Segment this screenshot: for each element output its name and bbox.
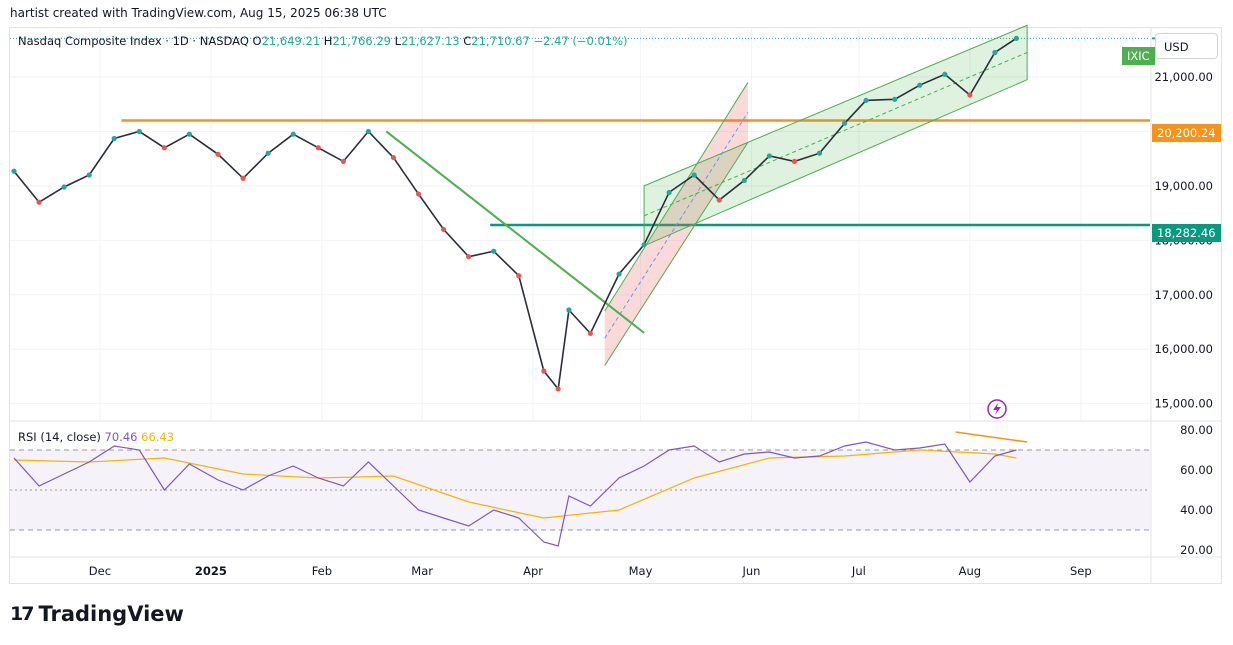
symbol-tag: IXIC xyxy=(1122,47,1155,65)
price-point xyxy=(415,191,422,197)
price-point xyxy=(491,248,497,254)
price-point xyxy=(290,131,296,137)
rsi-line xyxy=(13,441,1017,547)
price-point xyxy=(390,154,397,161)
rsi-ma-line xyxy=(13,449,1017,519)
price-point xyxy=(1013,35,1020,41)
time-tick-label: May xyxy=(629,564,653,578)
ohlc-legend: Nasdaq Composite Index · 1D · NASDAQ O21… xyxy=(18,34,628,48)
steep-channel-fill xyxy=(604,82,748,366)
rsi-ma-value: 66.43 xyxy=(141,430,175,444)
low-value: 21,627.13 xyxy=(401,34,460,48)
orange-level-label: 20,200.24 xyxy=(1152,124,1221,142)
steep-channel-mid xyxy=(604,112,749,339)
price-point xyxy=(892,96,898,102)
high-value: 21,766.29 xyxy=(332,34,391,48)
open-label: O xyxy=(252,34,262,48)
price-point xyxy=(61,184,67,190)
price-point xyxy=(240,175,246,181)
price-point xyxy=(566,307,572,313)
price-point xyxy=(161,145,167,151)
rsi-tick-label: 20.00 xyxy=(1180,543,1213,557)
price-point xyxy=(816,150,823,156)
green-level-label: 18,282.46 xyxy=(1152,224,1221,242)
close-label: C xyxy=(463,34,472,48)
price-point xyxy=(11,168,17,174)
price-point xyxy=(516,273,522,279)
price-point xyxy=(967,92,973,98)
price-point xyxy=(86,172,92,178)
rsi-value: 70.46 xyxy=(104,430,138,444)
downtrend-line xyxy=(385,130,645,334)
price-point xyxy=(365,128,372,135)
tradingview-logo-icon: 17 xyxy=(10,603,34,625)
time-tick-label: Feb xyxy=(312,564,332,578)
price-point xyxy=(741,177,747,184)
price-point xyxy=(466,254,472,260)
time-tick-label: Jun xyxy=(741,564,760,578)
rsi-tick-label: 80.00 xyxy=(1180,423,1213,437)
price-point xyxy=(441,226,447,233)
price-point xyxy=(691,172,697,178)
high-label: H xyxy=(323,34,333,48)
brand-text: TradingView xyxy=(38,602,184,626)
price-point xyxy=(587,330,593,337)
open-value: 21,649.21 xyxy=(261,34,321,48)
price-point xyxy=(791,158,798,164)
price-point xyxy=(186,131,193,137)
steep-channel-lower xyxy=(604,142,749,366)
price-tick-label: 19,000.00 xyxy=(1154,179,1213,193)
close-value: 21,710.67 xyxy=(471,34,530,48)
price-point xyxy=(863,97,869,104)
time-tick-label: Jul xyxy=(851,564,866,578)
low-label: L xyxy=(394,34,402,48)
time-tick-label: 2025 xyxy=(195,564,227,578)
rsi-legend: RSI (14, close) 70.46 66.43 xyxy=(18,430,174,444)
instrument-title: Nasdaq Composite Index · 1D · NASDAQ xyxy=(18,34,249,48)
time-tick-label: Mar xyxy=(411,564,433,578)
price-point xyxy=(841,120,848,126)
price-point xyxy=(36,199,42,205)
price-point xyxy=(616,271,622,277)
rsi-tick-label: 40.00 xyxy=(1180,503,1213,517)
price-point xyxy=(136,128,142,135)
price-point xyxy=(766,153,772,159)
price-point xyxy=(215,151,221,157)
price-point xyxy=(315,145,321,151)
chart-frame xyxy=(9,27,1222,584)
price-point xyxy=(555,386,561,392)
event-marker-icon xyxy=(987,399,1007,419)
price-point xyxy=(265,150,271,156)
price-point xyxy=(992,49,998,56)
price-line xyxy=(13,37,1017,391)
time-tick-label: Dec xyxy=(89,564,111,578)
time-tick-label: Sep xyxy=(1070,564,1092,578)
price-point xyxy=(917,82,923,88)
rsi-divergence-line xyxy=(955,431,1028,443)
price-point xyxy=(340,158,346,164)
price-point xyxy=(666,189,672,196)
change-value: −2.47 (−0.01%) xyxy=(533,34,628,48)
price-point xyxy=(111,135,117,142)
price-point xyxy=(942,71,948,77)
price-point xyxy=(541,368,547,374)
rsi-legend-name: RSI (14, close) xyxy=(18,430,101,444)
tradingview-logo[interactable]: 17 TradingView xyxy=(10,602,184,626)
price-point xyxy=(716,197,722,203)
price-tick-label: 17,000.00 xyxy=(1154,288,1213,302)
price-point xyxy=(641,242,647,248)
rsi-tick-label: 60.00 xyxy=(1180,463,1213,477)
steep-channel-upper xyxy=(604,82,749,312)
price-tick-label: 16,000.00 xyxy=(1154,342,1213,356)
price-tick-label: 15,000.00 xyxy=(1154,397,1213,411)
currency-button[interactable]: USD xyxy=(1155,33,1218,59)
price-tick-label: 21,000.00 xyxy=(1154,70,1213,84)
attribution-text: hartist created with TradingView.com, Au… xyxy=(10,6,387,20)
time-tick-label: Apr xyxy=(523,564,543,578)
time-tick-label: Aug xyxy=(959,564,981,578)
lightning-icon xyxy=(993,403,1001,415)
